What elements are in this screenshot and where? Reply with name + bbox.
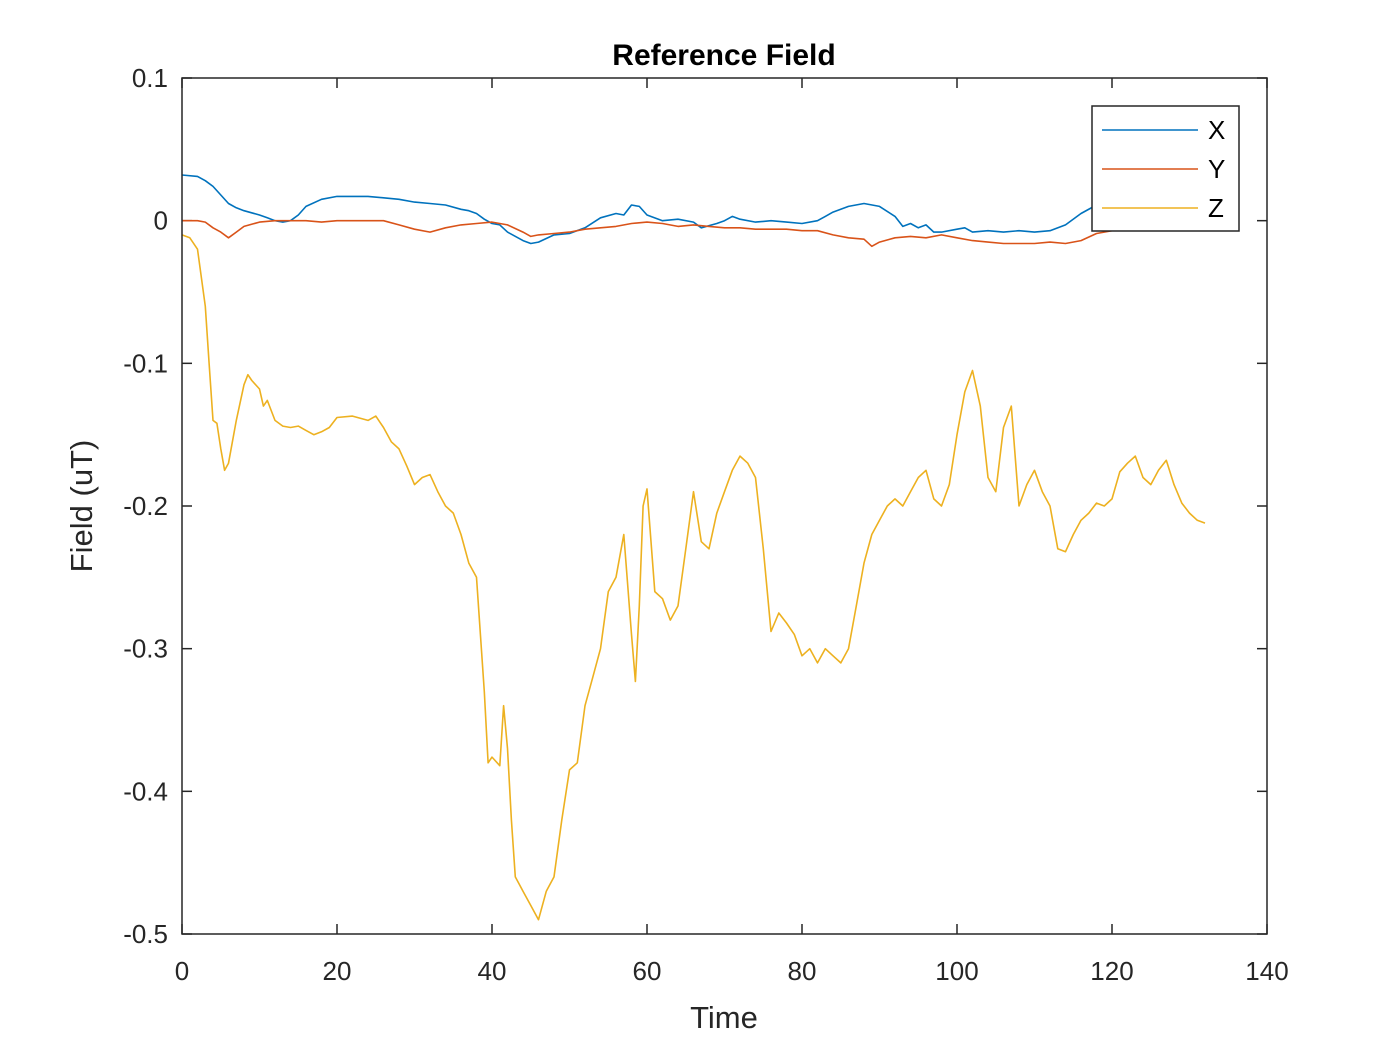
series-line-x — [181, 174, 1124, 245]
y-tick-label: 0 — [154, 206, 168, 236]
chart-title: Reference Field — [612, 39, 835, 72]
x-tick-label: 80 — [788, 956, 817, 986]
y-tick-label: -0.4 — [123, 776, 168, 806]
x-tick-label: 140 — [1245, 956, 1288, 986]
y-tick-label: 0.1 — [132, 63, 168, 93]
x-tick-label: 0 — [175, 956, 189, 986]
series-layer — [181, 174, 1206, 921]
x-axis-label: Time — [690, 1000, 758, 1035]
y-tick-label: -0.2 — [123, 491, 168, 521]
plot-box — [181, 77, 1268, 935]
x-tick-label: 120 — [1090, 956, 1133, 986]
y-tick-label: -0.3 — [123, 634, 168, 664]
y-tick-label: -0.5 — [123, 919, 168, 949]
x-tick-label: 20 — [323, 956, 352, 986]
legend-label-x: X — [1208, 115, 1225, 145]
x-tick-label: 60 — [633, 956, 662, 986]
legend-label-y: Y — [1208, 154, 1225, 184]
x-tick-label: 100 — [935, 956, 978, 986]
y-tick-label: -0.1 — [123, 348, 168, 378]
x-tick-label: 40 — [478, 956, 507, 986]
axis-ticks: 0 20 40 60 80 100 120 140 -0.5 -0.4 -0.3 -0.2 -0.1 0 0… — [123, 63, 1289, 986]
legend-label-z: Z — [1208, 193, 1224, 223]
legend: XYZ — [1091, 105, 1240, 232]
series-line-z — [181, 234, 1206, 921]
series-line-y — [182, 219, 1124, 248]
y-axis-label: Field (uT) — [64, 440, 99, 573]
